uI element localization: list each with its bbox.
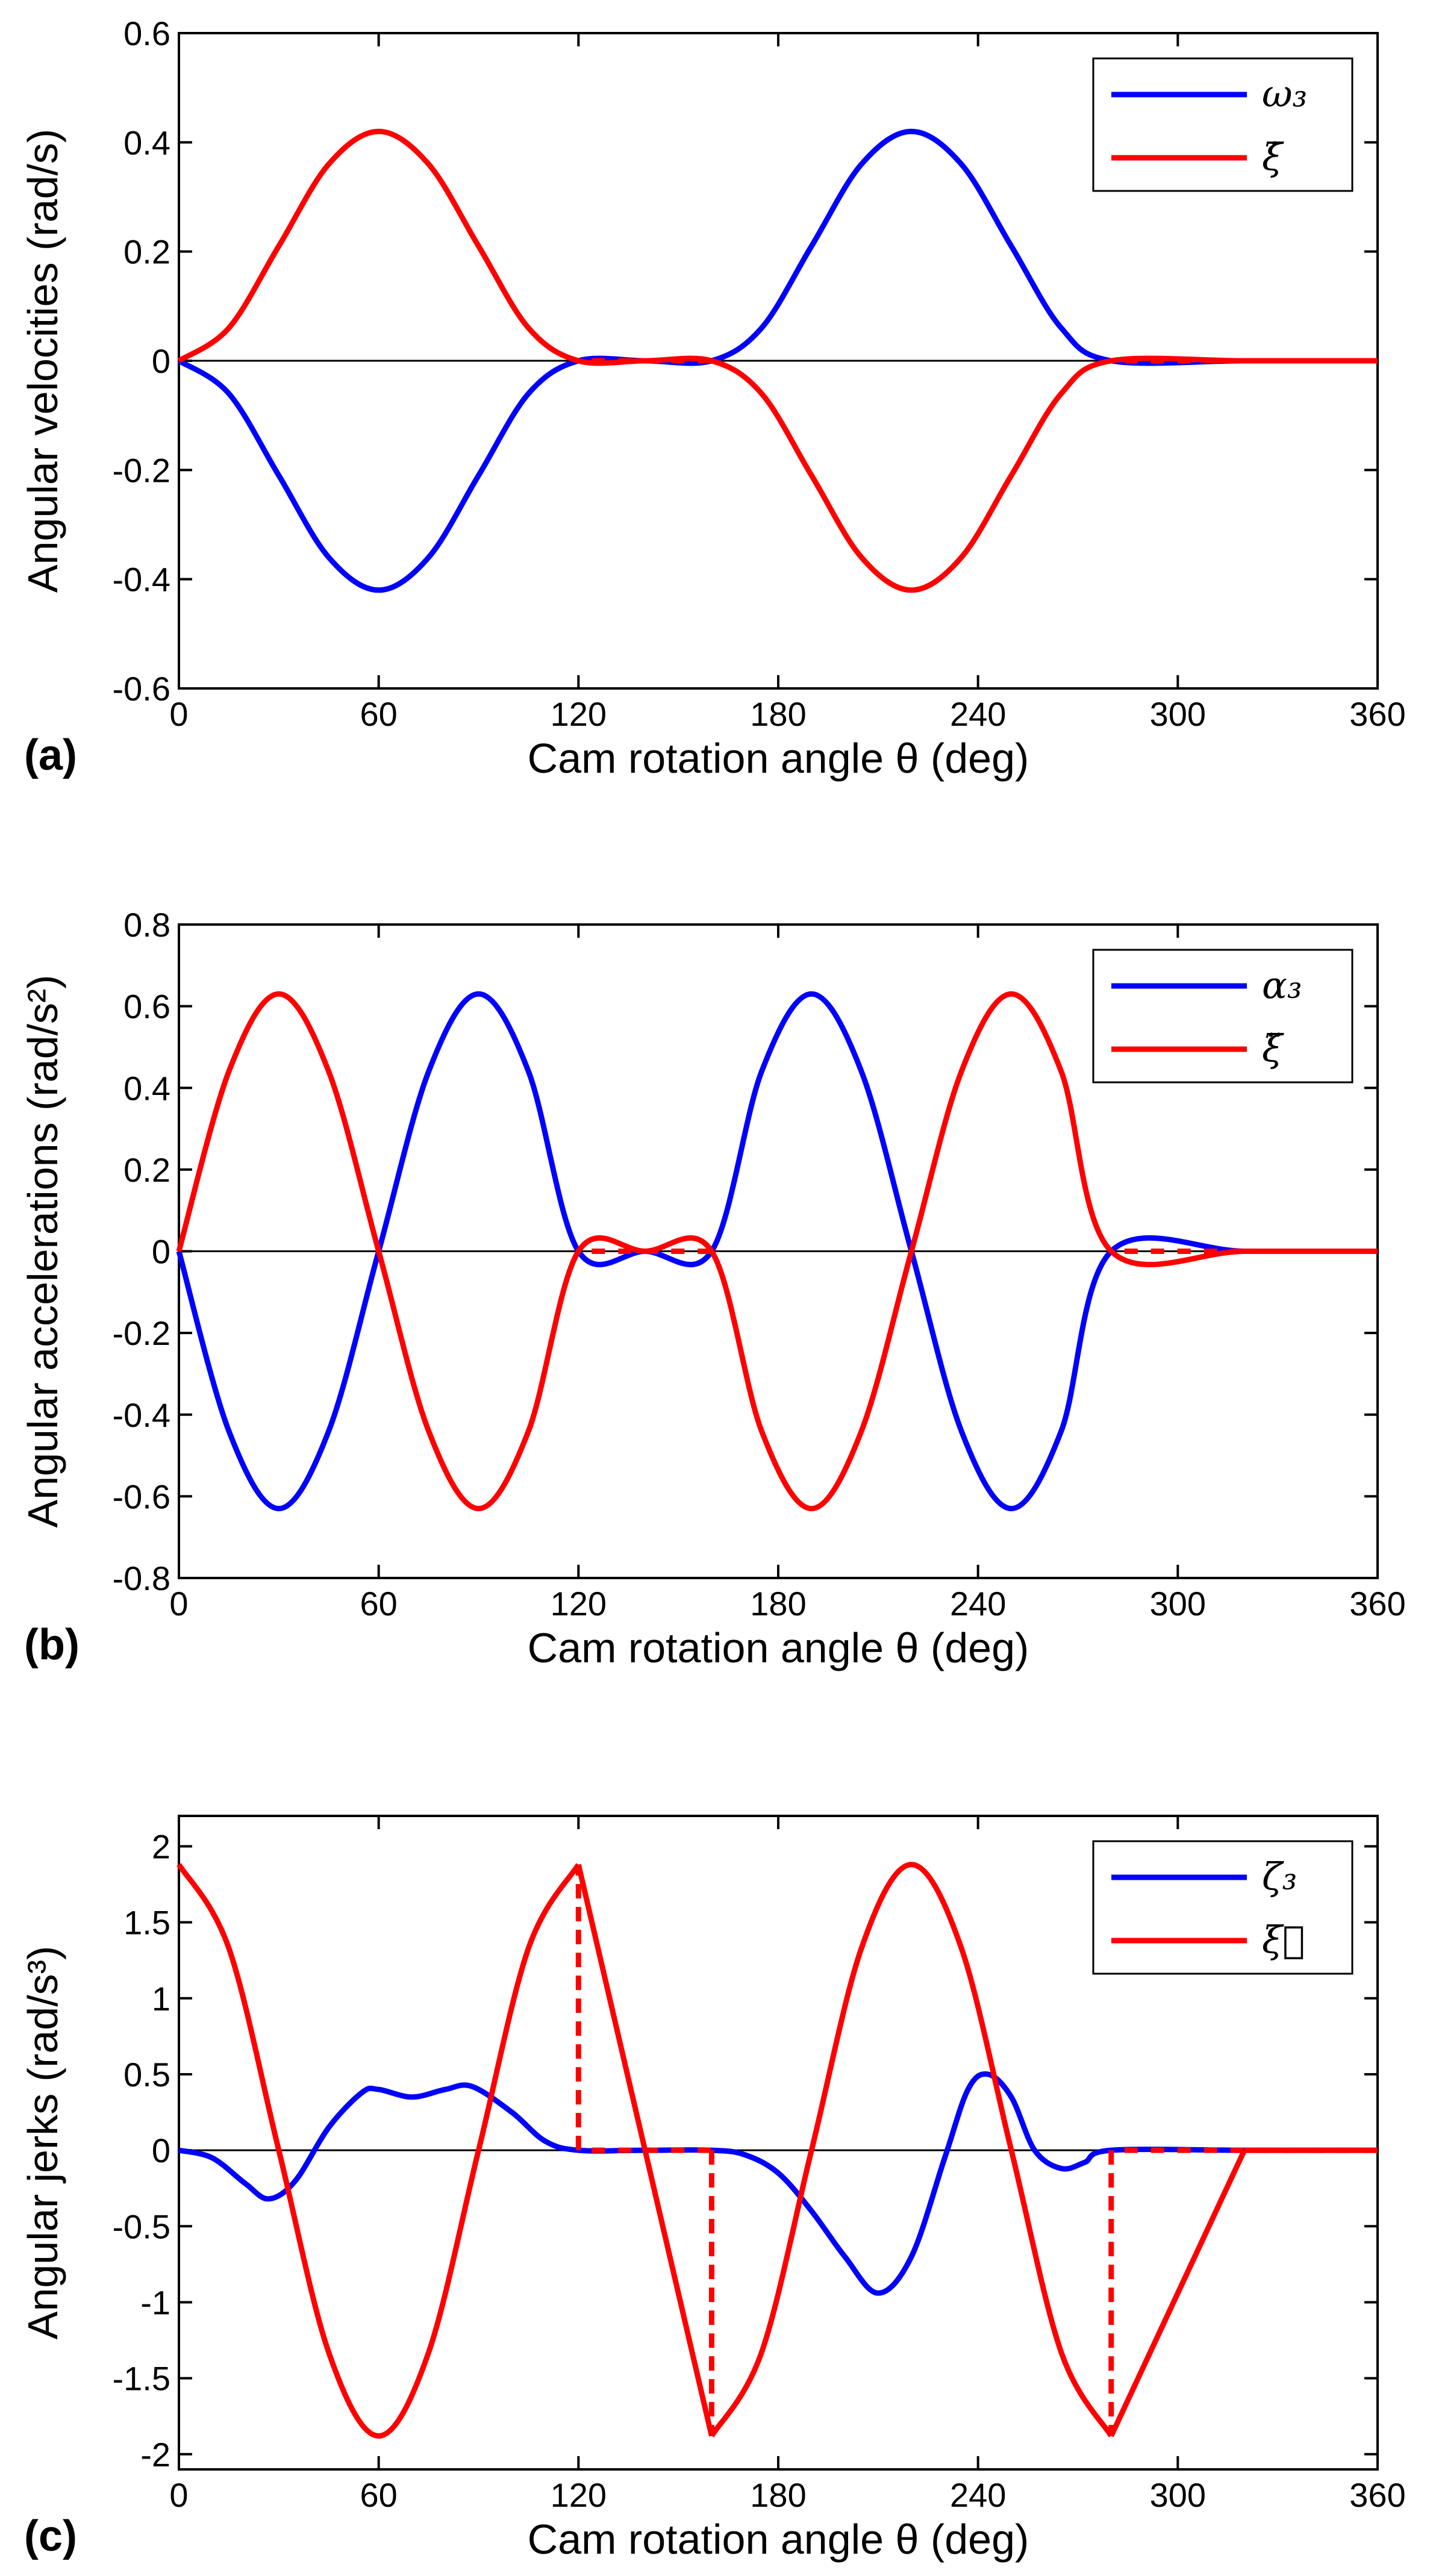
y-tick-label: 0.6	[123, 14, 170, 52]
legend-label-1: ω₃	[1262, 72, 1307, 116]
series-2-line-seg	[176, 1863, 581, 2439]
x-axis-label: Cam rotation angle θ (deg)	[528, 1624, 1029, 1671]
y-tick-label: -2	[140, 2436, 170, 2474]
x-tick-label: 240	[950, 1585, 1006, 1623]
y-tick-label: -0.6	[113, 670, 171, 708]
x-tick-label: 120	[551, 1585, 607, 1623]
y-tick-label: 1	[152, 1980, 170, 2018]
y-tick-label: -0.4	[113, 561, 171, 599]
x-axis-label: Cam rotation angle θ (deg)	[528, 2516, 1029, 2563]
y-tick-label: -0.8	[113, 1559, 171, 1597]
y-tick-label: 0.5	[123, 2056, 170, 2094]
x-tick-label: 0	[169, 695, 188, 733]
x-tick-label: 60	[360, 2476, 398, 2514]
legend-box	[1092, 949, 1353, 1084]
series-1-line	[178, 2071, 1378, 2296]
x-tick-label: 300	[1150, 695, 1206, 733]
x-axis-label: Cam rotation angle θ (deg)	[528, 735, 1029, 782]
x-tick-label: 360	[1349, 695, 1405, 733]
x-tick-label: 60	[360, 695, 398, 733]
x-tick-label: 360	[1349, 1585, 1405, 1623]
y-tick-label: -0.6	[113, 1477, 171, 1515]
x-tick-label: 0	[169, 1585, 188, 1623]
y-tick-label: -0.2	[113, 451, 171, 489]
x-tick-label: 0	[169, 2476, 188, 2514]
legend-box	[1092, 57, 1353, 192]
y-tick-label: -0.4	[113, 1396, 171, 1434]
y-axis-label: Angular jerks (rad/s³)	[19, 1946, 66, 2340]
panel-label: (c)	[24, 2512, 77, 2560]
y-tick-label: 0.2	[123, 1151, 170, 1189]
y-tick-label: 0.4	[123, 123, 170, 161]
chart-panel-1: 0 60 120 180 240 300 360 -0.6 -0.4 -0.2 0 0.2 0.4 0.6…	[19, 14, 1406, 782]
legend-label-1: ζ₃	[1262, 1854, 1297, 1898]
legend-label-2: ξ̇	[1262, 135, 1284, 179]
y-axis-label: Angular accelerations (rad/s²)	[19, 975, 66, 1527]
x-tick-label: 180	[750, 2476, 806, 2514]
y-tick-label: 1.5	[123, 1904, 170, 1942]
y-tick-label: -0.2	[113, 1314, 171, 1352]
x-tick-label: 120	[551, 695, 607, 733]
legend-label-2: ξ̈	[1262, 1026, 1284, 1070]
series-2-line-seg	[575, 1863, 648, 2151]
x-tick-label: 60	[360, 1585, 398, 1623]
y-tick-label: 0.6	[123, 988, 170, 1026]
y-tick-label: 0.4	[123, 1069, 170, 1107]
x-tick-label: 240	[950, 695, 1006, 733]
legend-label-2: ξ⃛	[1262, 1918, 1305, 1962]
x-tick-label: 360	[1349, 2476, 1405, 2514]
series-2-line	[176, 991, 1378, 1512]
x-tick-label: 300	[1150, 1585, 1206, 1623]
series-2-line-seg	[642, 2150, 714, 2437]
y-tick-label: 0	[152, 2132, 170, 2169]
x-tick-label: 120	[551, 2476, 607, 2514]
y-tick-label: 2	[152, 1827, 170, 1865]
y-tick-label: 0.8	[123, 906, 170, 944]
series-2-line-seg	[709, 1862, 1114, 2437]
y-tick-label: -0.5	[113, 2207, 171, 2245]
y-tick-label: 0	[152, 342, 170, 380]
panel-label: (b)	[24, 1621, 80, 1669]
chart-panel-2: 0 60 120 180 240 300 360 -0.8 -0.6 -0.4 -0.2 0 0.2 0.…	[19, 906, 1406, 1671]
legend-label-1: α₃	[1262, 963, 1302, 1007]
y-tick-label: 0	[152, 1233, 170, 1271]
x-tick-label: 300	[1150, 2476, 1206, 2514]
x-tick-label: 180	[750, 695, 806, 733]
y-tick-label: -1	[140, 2283, 170, 2321]
y-axis-label: Angular velocities (rad/s)	[19, 129, 66, 593]
y-tick-label: 0.2	[123, 233, 170, 271]
series-1-line	[176, 991, 1378, 1512]
y-tick-label: -1.5	[113, 2360, 171, 2398]
series-2-line-seg	[1108, 2149, 1247, 2437]
x-tick-label: 240	[950, 2476, 1006, 2514]
legend-box	[1092, 1840, 1353, 1975]
panel-label: (a)	[24, 731, 77, 779]
x-tick-label: 180	[750, 1585, 806, 1623]
chart-panel-3: 0 60 120 180 240 300 360 -2 -1.5 -1 -0.5 0 0.5 1 1.5 2 ζ…	[19, 1815, 1406, 2563]
series-1-line	[177, 128, 1378, 593]
series-2-line	[177, 128, 1378, 593]
